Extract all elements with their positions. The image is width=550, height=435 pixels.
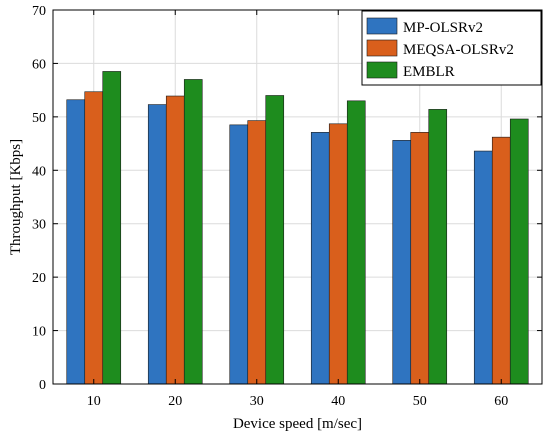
bar-meqsa-olsrv2 [491,136,511,385]
legend-label-mp-olsrv2: MP-OLSRv2 [403,20,483,36]
bar-emblr [509,118,529,385]
x-tick-label: 30 [250,394,264,409]
y-tick-label: 70 [32,4,46,19]
bar-mp-olsrv2 [310,132,330,385]
x-tick-label: 10 [87,394,101,409]
axis-ticks: 0 10 20 30 40 50 60 70 10 20 30 40 50 60 [32,4,542,409]
bar-mp-olsrv2 [147,104,167,385]
legend-swatch-emblr [366,61,398,79]
y-tick-label: 20 [32,271,46,286]
legend-label-meqsa-olsrv2: MEQSA-OLSRv2 [403,42,514,58]
bar-emblr [183,79,203,385]
bar-emblr [102,71,122,385]
bar-meqsa-olsrv2 [247,120,267,385]
bar-emblr [428,109,448,385]
legend: MP-OLSRv2 MEQSA-OLSRv2 EMBLR [361,10,542,86]
legend-swatch-mp-olsrv2 [366,17,398,35]
legend-swatch-meqsa-olsrv2 [366,39,398,57]
legend-label-emblr: EMBLR [403,64,455,80]
y-tick-label: 40 [32,164,46,179]
bar-mp-olsrv2 [473,150,493,385]
y-tick-label: 0 [39,378,46,393]
x-tick-label: 20 [168,394,182,409]
plot-frame [52,9,543,385]
y-axis-title: Throughput [Kbps] [8,139,24,255]
y-tick-label: 10 [32,325,46,340]
x-axis-title: Device speed [m/sec] [233,416,362,432]
bar-meqsa-olsrv2 [165,95,185,385]
bar-emblr [265,95,285,385]
bar-mp-olsrv2 [66,99,86,385]
y-tick-label: 60 [32,57,46,72]
bar-emblr [346,100,366,385]
bar-meqsa-olsrv2 [410,132,430,385]
y-tick-label: 50 [32,111,46,126]
bars [66,71,529,385]
bar-meqsa-olsrv2 [84,91,104,385]
x-tick-label: 40 [331,394,345,409]
bar-mp-olsrv2 [392,140,412,385]
x-tick-label: 50 [413,394,427,409]
bar-mp-olsrv2 [229,124,249,385]
x-tick-label: 60 [494,394,508,409]
bar-meqsa-olsrv2 [328,123,348,385]
y-tick-label: 30 [32,218,46,233]
